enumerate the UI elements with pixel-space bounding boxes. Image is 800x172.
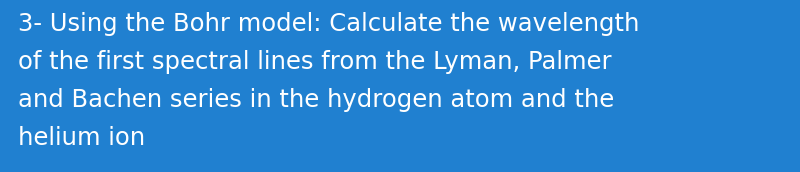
Text: 3- Using the Bohr model: Calculate the wavelength: 3- Using the Bohr model: Calculate the w… <box>18 12 639 36</box>
Text: and Bachen series in the hydrogen atom and the: and Bachen series in the hydrogen atom a… <box>18 88 614 112</box>
Text: of the first spectral lines from the Lyman, Palmer: of the first spectral lines from the Lym… <box>18 50 612 74</box>
Text: helium ion: helium ion <box>18 126 145 150</box>
